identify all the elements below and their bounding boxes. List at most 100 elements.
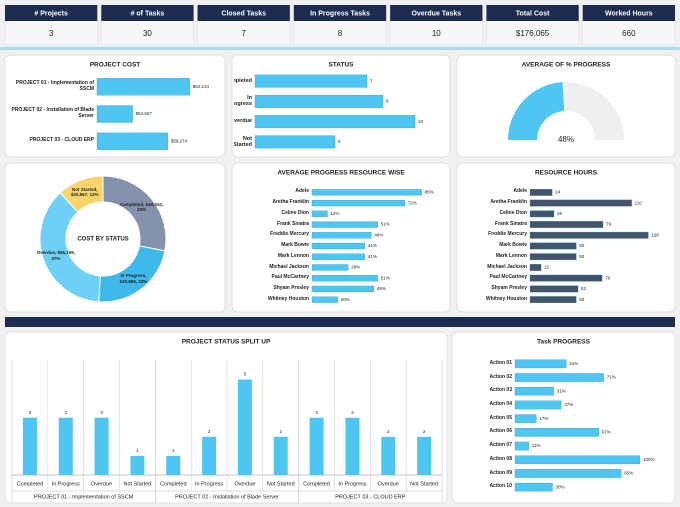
label-box: Whitney Houston: [267, 295, 309, 302]
label-box: Mark Bowie: [281, 242, 309, 249]
kpi-value: 660: [622, 29, 636, 38]
value-label: 50: [579, 297, 585, 302]
value-label: 2: [387, 429, 390, 434]
donut-slice: [59, 175, 104, 213]
y-tick-label: Action 10: [489, 483, 512, 490]
bar: [311, 253, 366, 260]
value-label: 52: [581, 286, 587, 291]
y-tick-label: Action 01: [489, 359, 512, 366]
y-tick-label: Frank Sinatra: [277, 220, 309, 227]
bar: [514, 414, 537, 423]
bar: [529, 274, 603, 282]
y-tick-label: Whitney Houston: [267, 295, 309, 302]
donut-slice: [39, 192, 101, 303]
bar: [254, 115, 416, 129]
bar: [514, 359, 567, 369]
x-tick-label: Completed: [303, 481, 330, 487]
x-tick-label: Not Started: [267, 481, 295, 487]
value-label: 28%: [351, 265, 360, 270]
value-label: 1: [136, 448, 139, 453]
label-box: Completed, $49,310, 28%: [119, 201, 164, 213]
y-tick-label: Adele: [295, 188, 309, 195]
label-box: Action 02: [489, 374, 512, 380]
x-tick-label: Completed: [17, 481, 44, 487]
value-label: 37%: [564, 402, 573, 407]
kpi-header: [293, 5, 387, 21]
bar: [311, 285, 375, 293]
value-label: 2: [423, 429, 426, 434]
value-label: 2: [279, 429, 282, 434]
value-label: 100%: [643, 457, 655, 462]
kpi-value: 30: [143, 29, 152, 38]
bar: [514, 400, 562, 410]
y-tick-label: Action 05: [489, 414, 512, 421]
kpi-label: # Projects: [34, 10, 68, 17]
label-box: Mark Lennon: [496, 253, 527, 259]
y-tick-label: Freddie Mercury: [270, 231, 309, 238]
bar: [96, 105, 133, 123]
bar: [254, 94, 384, 108]
y-tick-label: Freddie Mercury: [488, 231, 527, 238]
label-box: Whitney Houston: [486, 296, 527, 302]
y-tick-label: Michael Jackson: [269, 263, 309, 270]
label-box: Not Started, $20,967, 12%: [70, 187, 99, 198]
slice-label: Completed, $49,310, 28%: [119, 201, 164, 213]
kpi-header: [5, 5, 98, 21]
kpi-label: In Progress Tasks: [310, 10, 370, 17]
label-box: Frank Sinatra: [495, 221, 527, 227]
value-label: 3: [29, 410, 32, 415]
value-label: $62,134: [193, 84, 210, 89]
value-label: 11%: [532, 443, 541, 448]
header-rule: [0, 47, 680, 50]
y-tick-label: Action 09: [489, 469, 512, 476]
label-box: PROJECT 03 - CLOUD ERP: [30, 138, 94, 144]
value-label: 72%: [408, 200, 417, 205]
bar: [311, 210, 328, 217]
y-tick-label: Overdue: [234, 118, 252, 125]
chart-title: PROJECT COST: [90, 62, 141, 69]
value-label: 24: [555, 190, 561, 195]
kpi-header: [486, 5, 579, 21]
section-band: [5, 317, 675, 327]
value-label: 41%: [368, 243, 377, 248]
kpi-header: [197, 5, 290, 21]
bar: [94, 417, 109, 475]
x-tick-label: Overdue: [378, 481, 399, 487]
value-label: 85%: [624, 471, 633, 476]
y-tick-label: Mark Bowie: [281, 242, 309, 249]
x-tick-label: In Progress: [338, 481, 366, 487]
value-label: 8: [386, 99, 389, 104]
label-box: Completed: [234, 78, 252, 84]
group-label: PROJECT 03 - CLOUD ERP: [335, 494, 406, 500]
y-tick-label: PROJECT 02 - Installation of Blade Serve…: [11, 107, 94, 119]
bar: [529, 264, 542, 271]
kpi-header: [582, 5, 675, 21]
bar: [514, 428, 599, 437]
kpi-label: Closed Tasks: [221, 10, 266, 17]
label-box: Michael Jackson: [269, 263, 309, 270]
gauge-value: [508, 82, 565, 140]
chart-title: AVERAGE OF % PROGRESS: [522, 62, 611, 69]
label-box: Action 08: [489, 456, 512, 462]
slice-label: Not Started, $20,967, 12%: [70, 187, 99, 198]
bar: [417, 436, 432, 475]
gauge-label: 48%: [558, 135, 574, 144]
kpi-label: Overdue Tasks: [411, 10, 461, 17]
value-label: 110: [635, 200, 643, 205]
value-label: 79: [606, 222, 612, 227]
label-box: Action 04: [489, 401, 512, 407]
value-label: 31%: [557, 388, 566, 393]
label-box: Paul McCartney: [271, 274, 309, 280]
label-box: Action 05: [489, 414, 512, 421]
value-label: $54,657: [136, 111, 153, 116]
value-label: 3: [315, 410, 318, 415]
kpi-label: Total Cost: [516, 10, 550, 17]
bar: [381, 436, 396, 475]
y-tick-label: PROJECT 01 - Implementation of SSCM: [15, 79, 94, 92]
y-tick-label: Shyam Presley: [273, 285, 309, 292]
label-box: Freddie Mercury: [270, 231, 309, 238]
label-box: Paul McCartney: [489, 274, 527, 280]
bar: [514, 441, 529, 451]
value-label: 5: [244, 372, 247, 377]
